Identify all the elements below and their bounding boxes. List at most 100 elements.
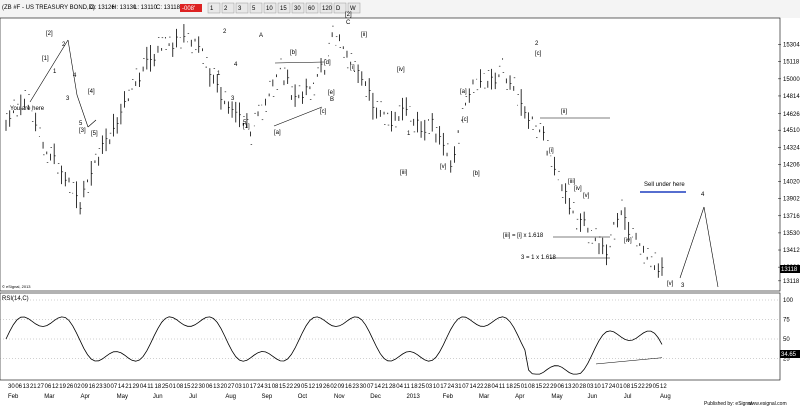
interval-button[interactable] bbox=[221, 2, 235, 14]
x-date-label: 07 bbox=[367, 384, 374, 390]
interval-label: 10 bbox=[266, 6, 273, 12]
interval-button[interactable] bbox=[277, 2, 291, 14]
wave-label: [iv] bbox=[624, 238, 632, 244]
x-date-label: 29 bbox=[294, 384, 301, 390]
wave-label: [v] bbox=[440, 164, 447, 170]
wave-label: [iii] bbox=[568, 179, 576, 185]
annotation-line bbox=[273, 106, 323, 127]
interval-label: W bbox=[350, 6, 356, 12]
y-tick-label: 15118 bbox=[783, 60, 800, 66]
y-tick-label: 14020 bbox=[783, 180, 800, 186]
wave-label: 1 bbox=[407, 131, 411, 137]
annotation-line bbox=[274, 61, 325, 64]
interval-button[interactable] bbox=[235, 2, 249, 14]
wave-label: 4 bbox=[701, 192, 705, 198]
x-date-label: 22 bbox=[477, 384, 484, 390]
wave-label: [v] bbox=[667, 281, 674, 287]
x-date-label: 17 bbox=[250, 384, 257, 390]
wave-label: [a] bbox=[274, 130, 281, 136]
ohlc-field: C: 13118 bbox=[156, 5, 181, 11]
x-date-label: 26 bbox=[323, 384, 330, 390]
x-date-label: 14 bbox=[118, 384, 125, 390]
wave-label: [3] bbox=[79, 128, 86, 134]
y-tick-label: 15304 bbox=[783, 43, 800, 49]
x-month-label: 2013 bbox=[406, 394, 420, 400]
wave-label: [iii] bbox=[400, 170, 408, 176]
x-date-label: 28 bbox=[389, 384, 396, 390]
chart-toolbar: (ZB #F - US TREASURY BOND,D) O: 13126H: … bbox=[0, 0, 800, 18]
published-by: Published by: eSignal bbox=[704, 401, 752, 407]
wave-label: [c] bbox=[462, 117, 469, 123]
x-date-label: 14 bbox=[470, 384, 477, 390]
interval-button[interactable] bbox=[305, 2, 319, 14]
interval-button[interactable] bbox=[319, 2, 333, 14]
x-month-label: Apr bbox=[80, 394, 89, 400]
annotation-line bbox=[76, 94, 89, 128]
x-date-label: 03 bbox=[587, 384, 594, 390]
y-tick-label: 13902 bbox=[783, 197, 800, 203]
x-month-label: Jun bbox=[153, 394, 163, 400]
x-date-label: 24 bbox=[448, 384, 455, 390]
interval-button[interactable] bbox=[249, 2, 263, 14]
y-tick-label: 15000 bbox=[783, 77, 800, 83]
y-tick-label: 14510 bbox=[783, 128, 800, 134]
interval-label: 15 bbox=[280, 6, 287, 12]
x-date-label: 17 bbox=[440, 384, 447, 390]
wave-label: [d] bbox=[324, 60, 331, 66]
wave-label: [ii] bbox=[361, 32, 367, 38]
last-price-marker bbox=[780, 265, 800, 273]
x-date-label: 13 bbox=[565, 384, 572, 390]
y-tick-label: 14206 bbox=[783, 162, 800, 168]
rsi-trendline bbox=[595, 357, 663, 365]
rsi-title: RSI(14,C) bbox=[2, 296, 29, 302]
x-date-label: 06 bbox=[15, 384, 22, 390]
x-date-label: 30 bbox=[8, 384, 15, 390]
x-month-label: Jul bbox=[624, 394, 632, 400]
x-date-label: 24 bbox=[257, 384, 264, 390]
interval-label: D bbox=[336, 6, 341, 12]
ohlc-field: L: 13110 bbox=[134, 5, 158, 11]
interval-button[interactable] bbox=[291, 2, 305, 14]
x-date-label: 20 bbox=[572, 384, 579, 390]
interval-button[interactable] bbox=[263, 2, 277, 14]
wave-label: You are here bbox=[10, 106, 45, 112]
interval-button[interactable] bbox=[347, 2, 361, 14]
x-month-label: Jun bbox=[588, 394, 598, 400]
x-date-label: 15 bbox=[631, 384, 638, 390]
interval-label: 60 bbox=[308, 6, 315, 12]
x-date-label: 23 bbox=[352, 384, 359, 390]
x-date-label: 08 bbox=[176, 384, 183, 390]
x-date-label: 01 bbox=[616, 384, 623, 390]
x-date-label: 21 bbox=[30, 384, 37, 390]
y-tick-label: 14626 bbox=[783, 112, 800, 118]
x-date-label: 10 bbox=[242, 384, 249, 390]
wave-label: 1 bbox=[217, 71, 221, 77]
interval-button[interactable] bbox=[333, 2, 347, 14]
wave-label: 1 bbox=[53, 69, 57, 75]
y-tick-label: 13118 bbox=[783, 279, 800, 285]
wave-label: [1] bbox=[243, 124, 250, 130]
x-month-label: Feb bbox=[443, 394, 454, 400]
x-date-label: 02 bbox=[74, 384, 81, 390]
rsi-panel: RSI(14,C) 25 50 75 100 34.65 bbox=[0, 292, 800, 381]
annotation-line bbox=[703, 206, 719, 288]
wave-label: [c] bbox=[535, 51, 542, 57]
x-date-label: 23 bbox=[96, 384, 103, 390]
wave-label: 4 bbox=[234, 62, 238, 68]
x-date-label: 29 bbox=[645, 384, 652, 390]
rsi-tick-label: 25 bbox=[783, 357, 790, 363]
rsi-tick-label: 100 bbox=[783, 298, 794, 304]
x-date-label: 11 bbox=[404, 384, 411, 390]
wave-label: [1] bbox=[42, 56, 49, 62]
wave-label: [2] bbox=[345, 12, 352, 18]
wave-label: 2 bbox=[535, 41, 539, 47]
wave-label: [iii] = [i] x 1.618 bbox=[503, 233, 544, 239]
interval-button[interactable] bbox=[207, 2, 221, 14]
x-date-label: 18 bbox=[411, 384, 418, 390]
wave-label: 3 bbox=[231, 96, 235, 102]
copyright: © eSignal, 2013 bbox=[2, 284, 31, 289]
x-date-label: 03 bbox=[235, 384, 242, 390]
esignal-site: www.esignal.com bbox=[748, 401, 787, 407]
x-month-label: Feb bbox=[8, 394, 19, 400]
wave-label: C bbox=[346, 20, 351, 26]
